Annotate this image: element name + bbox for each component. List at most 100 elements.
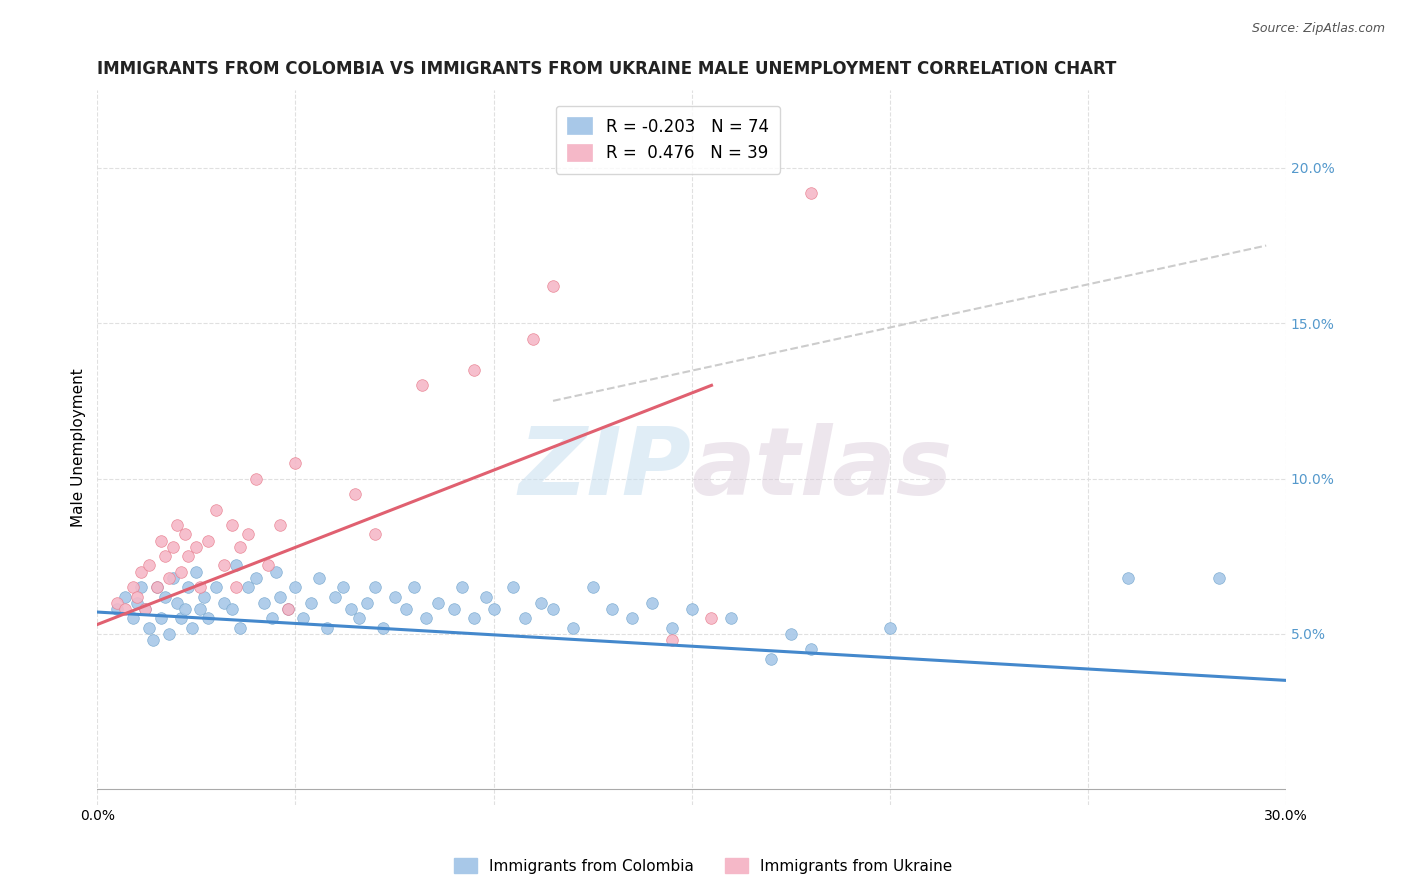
Point <box>146 580 169 594</box>
Point <box>177 580 200 594</box>
Point <box>451 580 474 594</box>
Point <box>661 632 683 647</box>
Point <box>277 602 299 616</box>
Point <box>323 590 346 604</box>
Y-axis label: Male Unemployment: Male Unemployment <box>72 368 86 527</box>
Point <box>779 627 801 641</box>
Point <box>411 378 433 392</box>
Point <box>229 621 252 635</box>
Point <box>799 186 821 200</box>
Point <box>879 621 901 635</box>
Point <box>157 571 180 585</box>
Point <box>474 590 496 604</box>
Point <box>190 602 212 616</box>
Point <box>502 580 524 594</box>
Point <box>221 518 243 533</box>
Point <box>138 558 160 573</box>
Text: Source: ZipAtlas.com: Source: ZipAtlas.com <box>1251 22 1385 36</box>
Point <box>173 602 195 616</box>
Point <box>212 596 235 610</box>
Point <box>277 602 299 616</box>
Point <box>153 590 176 604</box>
Point <box>134 602 156 616</box>
Point <box>332 580 354 594</box>
Point <box>364 580 387 594</box>
Point <box>561 621 583 635</box>
Point <box>129 565 152 579</box>
Point <box>415 611 437 625</box>
Point <box>404 580 426 594</box>
Point <box>229 540 252 554</box>
Point <box>149 533 172 548</box>
Legend: Immigrants from Colombia, Immigrants from Ukraine: Immigrants from Colombia, Immigrants fro… <box>449 852 957 880</box>
Point <box>169 565 191 579</box>
Point <box>482 602 505 616</box>
Point <box>181 621 204 635</box>
Point <box>122 611 145 625</box>
Point <box>299 596 322 610</box>
Point <box>166 596 188 610</box>
Point <box>190 580 212 594</box>
Point <box>530 596 553 610</box>
Point <box>347 611 370 625</box>
Point <box>316 621 339 635</box>
Point <box>700 611 723 625</box>
Point <box>225 558 247 573</box>
Point <box>236 527 259 541</box>
Point <box>129 580 152 594</box>
Point <box>343 487 366 501</box>
Point <box>582 580 605 594</box>
Point <box>162 540 184 554</box>
Point <box>308 571 330 585</box>
Point <box>142 632 165 647</box>
Point <box>284 456 307 470</box>
Point <box>205 502 228 516</box>
Point <box>162 571 184 585</box>
Point <box>264 565 287 579</box>
Point <box>371 621 394 635</box>
Text: ZIP: ZIP <box>519 423 692 515</box>
Point <box>256 558 278 573</box>
Point <box>197 611 219 625</box>
Point <box>197 533 219 548</box>
Point <box>602 602 624 616</box>
Point <box>720 611 742 625</box>
Point <box>186 540 208 554</box>
Point <box>799 642 821 657</box>
Point <box>186 565 208 579</box>
Point <box>1208 571 1230 585</box>
Point <box>269 590 291 604</box>
Text: atlas: atlas <box>692 423 953 515</box>
Point <box>225 580 247 594</box>
Point <box>427 596 450 610</box>
Point <box>661 621 683 635</box>
Legend: R = -0.203   N = 74, R =  0.476   N = 39: R = -0.203 N = 74, R = 0.476 N = 39 <box>555 106 780 174</box>
Point <box>541 279 564 293</box>
Text: IMMIGRANTS FROM COLOMBIA VS IMMIGRANTS FROM UKRAINE MALE UNEMPLOYMENT CORRELATIO: IMMIGRANTS FROM COLOMBIA VS IMMIGRANTS F… <box>97 60 1116 78</box>
Point <box>443 602 465 616</box>
Point <box>245 471 267 485</box>
Point <box>221 602 243 616</box>
Point <box>193 590 215 604</box>
Point <box>205 580 228 594</box>
Point <box>153 549 176 563</box>
Point <box>212 558 235 573</box>
Point <box>1116 571 1139 585</box>
Point <box>236 580 259 594</box>
Point <box>284 580 307 594</box>
Point <box>463 611 485 625</box>
Point <box>356 596 378 610</box>
Point <box>260 611 283 625</box>
Point <box>177 549 200 563</box>
Point <box>641 596 664 610</box>
Point <box>105 596 128 610</box>
Point <box>340 602 363 616</box>
Point <box>166 518 188 533</box>
Point <box>114 602 136 616</box>
Point <box>541 602 564 616</box>
Point <box>515 611 537 625</box>
Point <box>134 602 156 616</box>
Point <box>146 580 169 594</box>
Point <box>149 611 172 625</box>
Point <box>364 527 387 541</box>
